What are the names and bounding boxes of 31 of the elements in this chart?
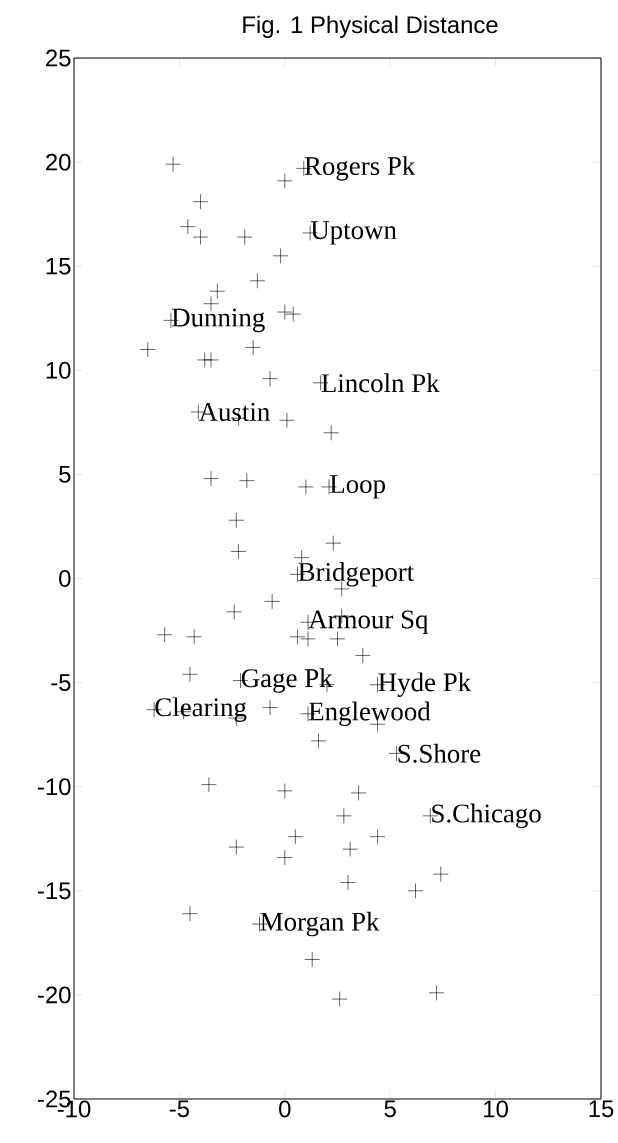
annotation: Lincoln Pk bbox=[321, 373, 440, 393]
y-tick-label: 10 bbox=[46, 361, 71, 379]
annotation: Rogers Pk bbox=[304, 156, 416, 181]
y-tick-label: -15 bbox=[37, 882, 71, 900]
y-tick-label: -20 bbox=[37, 986, 71, 1004]
annotation: Morgan Pk bbox=[260, 911, 380, 937]
y-tick-label: 5 bbox=[59, 466, 71, 483]
x-tick-label: 5 bbox=[384, 1100, 396, 1118]
annotation: Austin bbox=[198, 402, 270, 422]
annotation: Clearing bbox=[155, 697, 247, 722]
x-tick-label: 15 bbox=[589, 1100, 614, 1118]
y-tick-label: -5 bbox=[51, 674, 71, 691]
annotation: Dunning bbox=[171, 308, 265, 333]
annotation: Englewood bbox=[308, 701, 431, 727]
annotation: Gage Pk bbox=[241, 668, 333, 693]
annotation: S.Shore bbox=[398, 743, 481, 763]
annotation: Loop bbox=[330, 475, 386, 499]
x-tick-label: -5 bbox=[169, 1100, 190, 1118]
annotation: Hyde Pk bbox=[378, 672, 472, 697]
annotation: S.Chicago bbox=[432, 803, 541, 829]
annotation: Bridgeport bbox=[298, 562, 415, 587]
x-tick-label: 0 bbox=[279, 1100, 291, 1118]
annotation: Armour Sq bbox=[308, 610, 428, 635]
y-tick-label: -10 bbox=[37, 778, 71, 796]
x-tick-label: 10 bbox=[484, 1100, 508, 1118]
y-tick-label: 0 bbox=[59, 570, 71, 587]
y-tick-label: 20 bbox=[46, 153, 71, 171]
annotation: Uptown bbox=[310, 221, 397, 245]
y-tick-label: 25 bbox=[46, 49, 71, 67]
chart-title: Fig. 1 Physical Distance bbox=[243, 15, 498, 38]
y-tick-label: 15 bbox=[46, 257, 71, 275]
